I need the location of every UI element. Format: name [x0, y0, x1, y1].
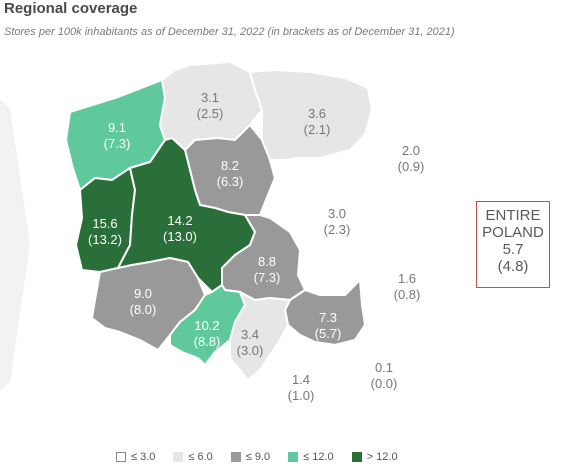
- page-subtitle: Stores per 100k inhabitants as of Decemb…: [4, 26, 455, 38]
- legend: ≤ 3.0 ≤ 6.0 ≤ 9.0 ≤ 12.0 > 12.0: [116, 451, 398, 463]
- legend-item-le12: ≤ 12.0: [288, 451, 334, 463]
- region-prev-value-kujawsko-pomorskie: (6.3): [217, 174, 244, 189]
- region-lubelskie: [359, 209, 433, 343]
- legend-swatch-le6: [173, 452, 184, 462]
- legend-label-le3: ≤ 3.0: [131, 451, 156, 463]
- legend-label-le12: ≤ 12.0: [303, 451, 334, 463]
- region-value-mazowieckie: 3.0: [328, 206, 346, 221]
- legend-item-le3: ≤ 3.0: [116, 451, 155, 463]
- region-value-slaskie: 3.4: [241, 327, 259, 342]
- region-prev-value-dolnoslaskie: (8.0): [130, 302, 157, 317]
- region-value-lubelskie: 1.6: [398, 271, 416, 286]
- region-value-lodzkie: 8.8: [258, 254, 276, 269]
- region-value-opolskie: 10.2: [194, 318, 219, 333]
- region-prev-value-mazowieckie: (2.3): [324, 222, 351, 237]
- legend-label-le6: ≤ 6.0: [188, 451, 213, 463]
- page-title: Regional coverage: [4, 0, 138, 17]
- region-value-podlaskie: 2.0: [402, 143, 420, 158]
- region-value-wielkopolskie: 14.2: [167, 213, 192, 228]
- legend-item-le9: ≤ 9.0: [230, 451, 271, 463]
- region-prev-value-lubelskie: (0.8): [394, 287, 421, 302]
- region-prev-value-lubuskie: (13.2): [88, 232, 122, 247]
- entire-poland-box: ENTIRE POLAND 5.7 (4.8): [476, 201, 550, 288]
- total-value: 5.7: [502, 241, 524, 258]
- region-prev-value-podlaskie: (0.9): [398, 159, 425, 174]
- region-prev-value-zachodniopomorskie: (7.3): [104, 136, 131, 151]
- region-value-malopolskie: 1.4: [292, 372, 310, 387]
- side-arrow-decoration: [0, 100, 30, 390]
- region-podkarpackie: [334, 324, 413, 416]
- region-prev-value-pomorskie: (2.5): [197, 106, 224, 121]
- legend-label-le9: ≤ 9.0: [245, 451, 271, 463]
- region-prev-value-warminsko-mazurskie: (2.1): [304, 122, 331, 137]
- region-value-warminsko-mazurskie: 3.6: [308, 106, 326, 121]
- region-value-lubuskie: 15.6: [92, 216, 117, 231]
- region-prev-value-wielkopolskie: (13.0): [163, 229, 197, 244]
- region-malopolskie: [247, 324, 341, 406]
- legend-swatch-le12: [288, 452, 299, 462]
- total-label-line2: POLAND: [482, 224, 544, 241]
- legend-label-gt12: > 12.0: [366, 451, 398, 463]
- legend-swatch-le9: [230, 452, 241, 462]
- legend-item-gt12: > 12.0: [351, 451, 398, 463]
- region-value-kujawsko-pomorskie: 8.2: [221, 158, 239, 173]
- region-prev-value-swietokrzyskie: (5.7): [315, 326, 342, 341]
- region-prev-value-malopolskie: (1.0): [288, 388, 315, 403]
- region-value-podkarpackie: 0.1: [375, 360, 393, 375]
- region-prev-value-opolskie: (8.8): [194, 334, 221, 349]
- total-prev-value: (4.8): [497, 258, 529, 275]
- region-opolskie: [169, 284, 246, 366]
- total-label-line1: ENTIRE: [485, 207, 541, 224]
- legend-swatch-gt12: [351, 452, 362, 462]
- region-prev-value-slaskie: (3.0): [237, 343, 264, 358]
- region-prev-value-lodzkie: (7.3): [254, 270, 281, 285]
- region-value-zachodniopomorskie: 9.1: [108, 120, 126, 135]
- legend-swatch-le3: [116, 452, 126, 462]
- region-prev-value-podkarpackie: (0.0): [371, 376, 398, 391]
- region-value-swietokrzyskie: 7.3: [319, 310, 337, 325]
- legend-item-le6: ≤ 6.0: [173, 451, 213, 463]
- region-value-dolnoslaskie: 9.0: [134, 286, 152, 301]
- region-value-pomorskie: 3.1: [201, 90, 219, 105]
